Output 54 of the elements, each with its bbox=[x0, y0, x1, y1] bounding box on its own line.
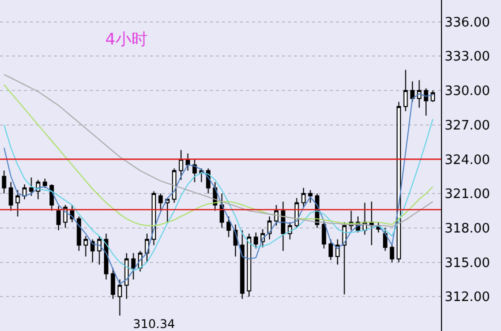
line-series bbox=[4, 93, 434, 285]
candlestick bbox=[131, 252, 136, 280]
candlestick bbox=[42, 178, 48, 188]
candlestick bbox=[322, 220, 326, 250]
candlestick bbox=[84, 235, 88, 258]
candlestick bbox=[308, 190, 312, 204]
candlestick bbox=[226, 216, 231, 238]
candlestick bbox=[383, 227, 388, 252]
candlestick bbox=[192, 158, 197, 183]
candlestick bbox=[165, 198, 170, 223]
y-tick-label: 312.00 bbox=[444, 290, 490, 306]
candlestick bbox=[104, 233, 108, 280]
y-tick-label: 321.00 bbox=[444, 187, 490, 202]
y-tick-label: 327.00 bbox=[444, 118, 490, 134]
candlestick bbox=[328, 238, 333, 260]
candlestick bbox=[240, 230, 244, 300]
candlestick bbox=[110, 268, 116, 300]
candlestick bbox=[118, 278, 122, 316]
y-tick-label: 336.00 bbox=[444, 15, 490, 30]
candlestick bbox=[8, 182, 14, 212]
text: 4小时 bbox=[105, 29, 148, 48]
y-tick-label: 333.00 bbox=[444, 50, 490, 65]
y-tick-label: 318.00 bbox=[444, 221, 490, 236]
candlestick bbox=[430, 90, 435, 102]
candlestick bbox=[56, 206, 61, 231]
y-tick-label: 315.00 bbox=[444, 256, 490, 271]
candlestick bbox=[396, 101, 401, 263]
candlestick bbox=[417, 80, 422, 108]
candlestick bbox=[172, 168, 176, 204]
candlestick bbox=[90, 238, 95, 263]
candlestick bbox=[274, 204, 278, 226]
candlestick bbox=[16, 190, 20, 217]
candlestick bbox=[410, 80, 415, 102]
annotation: 310.34 bbox=[133, 317, 175, 331]
candlestick bbox=[369, 201, 374, 246]
y-tick-label: 330.00 bbox=[444, 84, 490, 100]
candlestick bbox=[246, 233, 252, 298]
candlestick bbox=[158, 193, 163, 212]
line-series bbox=[4, 118, 434, 271]
candlestick bbox=[2, 170, 6, 194]
candlestick bbox=[280, 201, 286, 252]
candlestick bbox=[301, 187, 306, 208]
candlestick bbox=[342, 222, 347, 295]
candlestick bbox=[178, 150, 184, 180]
candlestick bbox=[29, 177, 34, 196]
candlestick bbox=[254, 232, 258, 250]
candlestick bbox=[50, 184, 54, 212]
y-tick-label: 324.00 bbox=[444, 152, 490, 168]
candlestick bbox=[335, 238, 340, 266]
candlestick bbox=[424, 88, 428, 116]
candlestick bbox=[124, 252, 129, 300]
candlestick bbox=[390, 243, 394, 263]
candlestick bbox=[97, 235, 102, 266]
candlestick bbox=[403, 69, 408, 112]
